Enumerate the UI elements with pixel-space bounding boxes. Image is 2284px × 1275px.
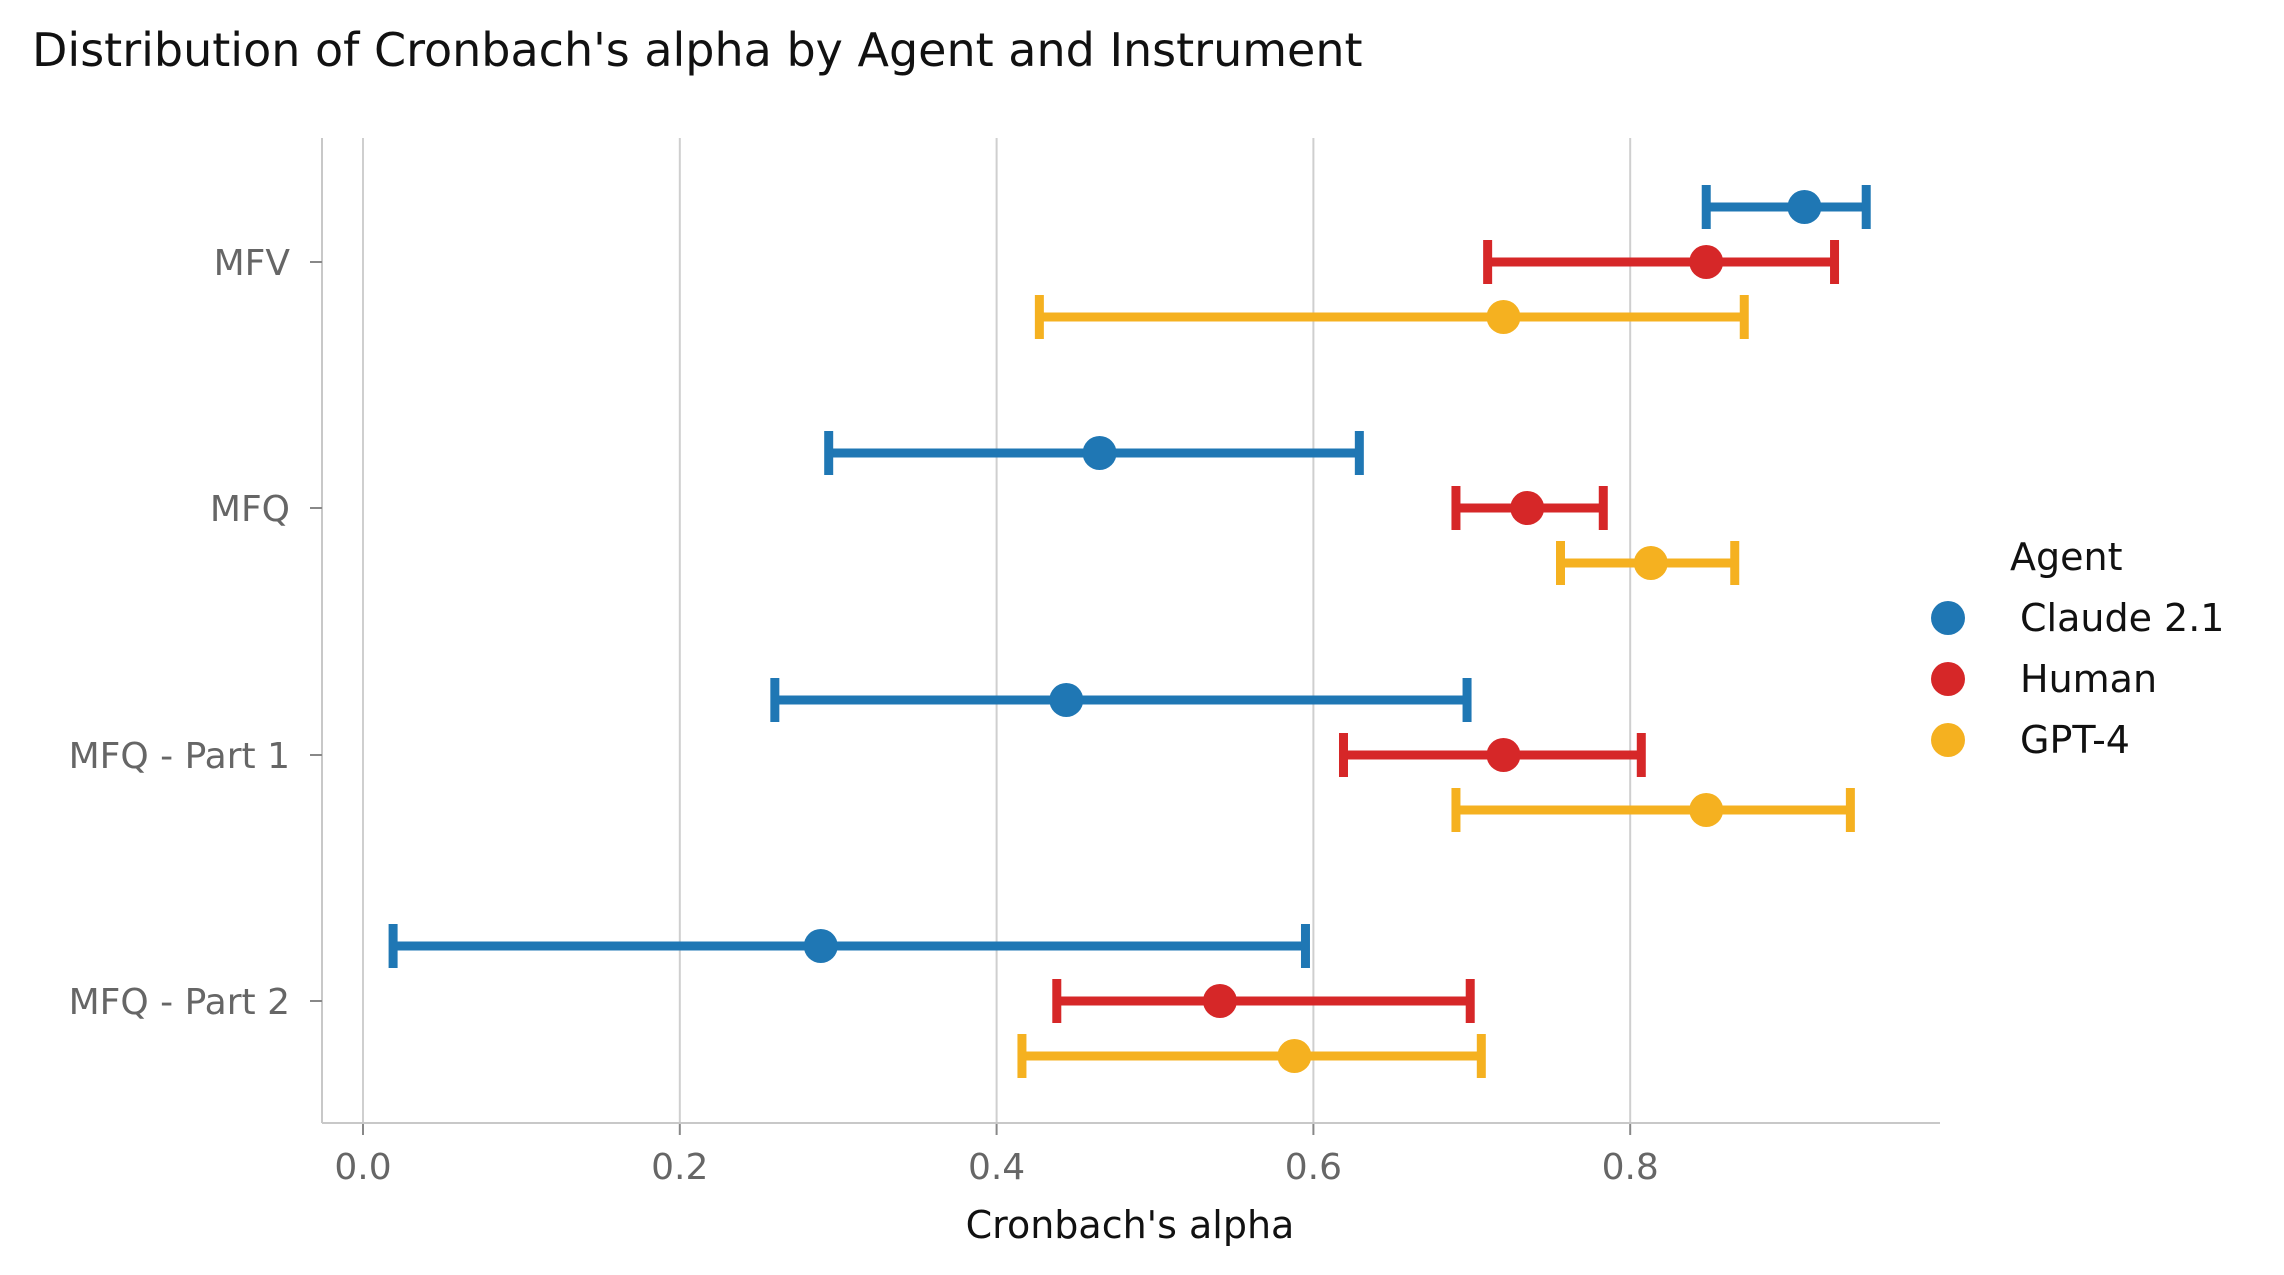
x-tick-label: 0.2 <box>651 1147 708 1188</box>
chart-title: Distribution of Cronbach's alpha by Agen… <box>32 23 1363 77</box>
data-point <box>1689 793 1724 827</box>
errorbar-point <box>1556 541 1740 585</box>
data-point <box>1277 1039 1312 1073</box>
marks <box>388 185 1871 1078</box>
legend-marker <box>1931 662 1965 696</box>
errorbar-point <box>1017 1034 1486 1078</box>
data-point <box>1486 300 1521 334</box>
errorbar-point <box>1338 733 1646 777</box>
legend-title: Agent <box>2010 535 2122 579</box>
y-tick-label: MFQ <box>210 489 290 530</box>
errorbar-point <box>1701 185 1871 229</box>
legend-label: Claude 2.1 <box>2020 596 2224 640</box>
legend-marker <box>1931 601 1965 635</box>
x-tick-label: 0.8 <box>1602 1147 1659 1188</box>
errorbar-point <box>1451 788 1855 832</box>
data-point <box>1510 491 1545 525</box>
data-point <box>1202 984 1237 1018</box>
data-point <box>1082 436 1117 470</box>
grid <box>362 138 1632 1123</box>
axes: 0.0 0.2 0.4 0.6 0.8 MFV MFQ MFQ - Part 1 MFQ - P… <box>69 138 1940 1188</box>
data-point <box>1689 245 1724 279</box>
legend-label: GPT-4 <box>2020 718 2130 762</box>
errorbar-point <box>1034 295 1749 339</box>
y-tick-label: MFQ - Part 1 <box>69 736 290 777</box>
data-point <box>1486 738 1521 772</box>
errorbar-point <box>770 678 1472 722</box>
data-point <box>1633 546 1668 580</box>
legend: Agent Claude 2.1 Human GPT-4 <box>1931 535 2224 762</box>
y-tick-label: MFQ - Part 2 <box>69 982 290 1023</box>
legend-label: Human <box>2020 657 2157 701</box>
errorbar-point <box>388 924 1310 968</box>
legend-marker <box>1931 723 1965 757</box>
data-point <box>1049 683 1084 717</box>
errorbar-point <box>1451 486 1608 530</box>
errorbar-point <box>824 431 1364 475</box>
errorbar-point <box>1052 979 1475 1023</box>
data-point <box>803 929 838 963</box>
x-axis-title: Cronbach's alpha <box>966 1203 1295 1247</box>
x-tick-label: 0.6 <box>1285 1147 1342 1188</box>
data-point <box>1787 190 1822 224</box>
errorbar-point <box>1483 240 1840 284</box>
y-tick-label: MFV <box>214 243 291 284</box>
x-tick-label: 0.0 <box>334 1147 391 1188</box>
x-tick-label: 0.4 <box>968 1147 1025 1188</box>
